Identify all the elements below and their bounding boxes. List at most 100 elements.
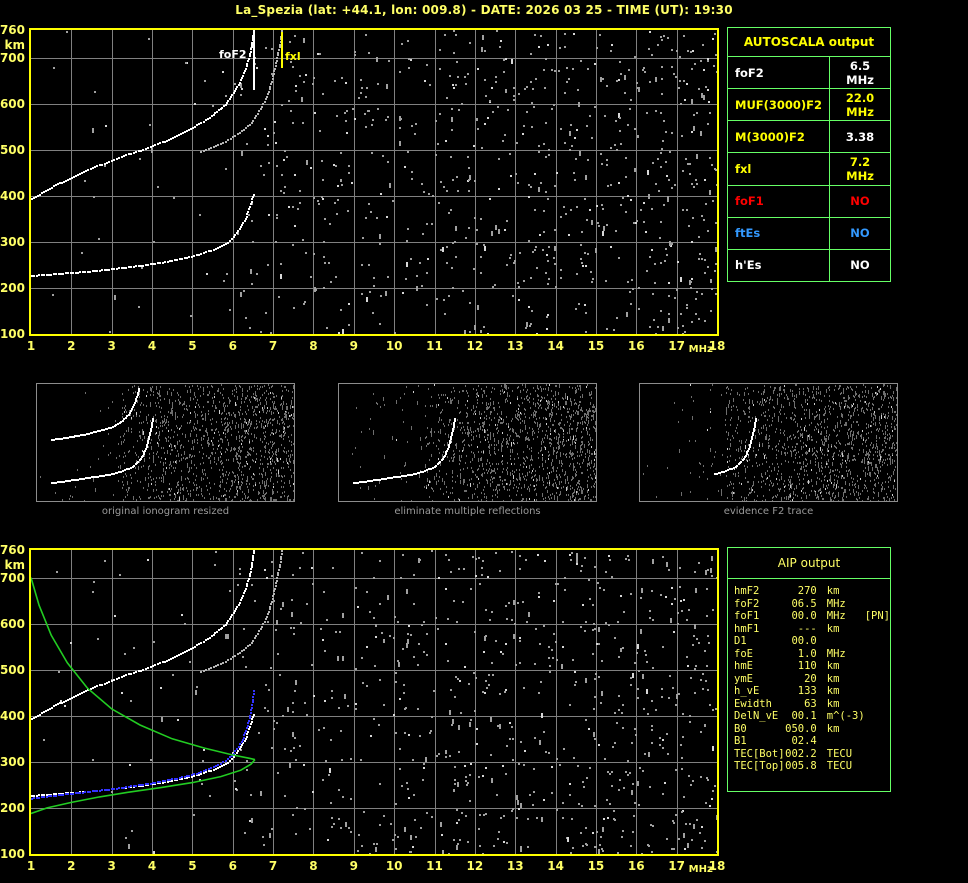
noise-speckle [130, 474, 131, 476]
noise-speckle [686, 307, 688, 309]
noise-speckle [450, 419, 451, 421]
noise-speckle [633, 222, 635, 224]
noise-speckle [484, 486, 485, 488]
noise-speckle [835, 385, 836, 387]
trace-point [198, 254, 200, 256]
noise-speckle [584, 413, 585, 417]
noise-speckle [424, 486, 425, 488]
noise-speckle [538, 399, 539, 401]
autoscala-row: h'Es NO [728, 248, 890, 281]
noise-speckle [444, 481, 445, 485]
noise-speckle [503, 486, 504, 488]
noise-speckle [513, 87, 515, 89]
noise-speckle [164, 415, 165, 417]
trace-point [106, 428, 108, 430]
noise-speckle [654, 263, 656, 265]
noise-speckle [779, 479, 780, 481]
noise-speckle [592, 478, 593, 480]
noise-speckle [268, 443, 269, 445]
noise-speckle [501, 413, 502, 415]
noise-speckle [875, 392, 876, 394]
noise-speckle [293, 490, 294, 492]
noise-speckle [529, 465, 530, 469]
noise-speckle [199, 486, 200, 488]
noise-speckle [257, 406, 258, 408]
noise-speckle [443, 299, 445, 301]
noise-speckle [680, 277, 682, 282]
noise-speckle [884, 488, 885, 490]
thumbnail-original-ionogram[interactable] [36, 383, 295, 502]
noise-speckle [264, 498, 265, 500]
noise-speckle [587, 416, 588, 418]
noise-speckle [104, 165, 106, 167]
noise-speckle [212, 453, 213, 455]
noise-speckle [492, 286, 494, 288]
noise-speckle [879, 437, 880, 439]
noise-speckle [569, 465, 570, 467]
noise-speckle [818, 424, 819, 426]
noise-speckle [142, 429, 143, 431]
noise-speckle [176, 486, 177, 488]
noise-speckle [493, 407, 494, 409]
noise-speckle [577, 411, 578, 415]
noise-speckle [519, 252, 521, 254]
noise-speckle [139, 396, 140, 398]
noise-speckle [838, 440, 839, 442]
noise-speckle [848, 398, 849, 400]
noise-speckle [283, 435, 284, 437]
noise-speckle [888, 481, 889, 483]
noise-speckle [877, 475, 878, 477]
thumbnail-evidence-f2-trace[interactable] [639, 383, 898, 502]
noise-speckle [824, 436, 825, 438]
noise-speckle [177, 441, 178, 445]
noise-speckle [872, 393, 873, 395]
noise-speckle [677, 261, 679, 263]
noise-speckle [816, 441, 817, 443]
noise-speckle [189, 454, 190, 458]
noise-speckle [893, 473, 894, 475]
noise-speckle [532, 88, 534, 90]
noise-speckle [679, 449, 680, 453]
noise-speckle [504, 134, 506, 136]
noise-speckle [200, 386, 201, 388]
x-axis-unit-label: MHz [688, 344, 713, 355]
trace-point [84, 434, 86, 436]
noise-speckle [197, 442, 198, 444]
noise-speckle [468, 444, 469, 446]
noise-speckle [323, 287, 325, 289]
noise-speckle [457, 190, 459, 192]
noise-speckle [575, 469, 576, 471]
noise-speckle [149, 453, 150, 455]
noise-speckle [854, 494, 855, 496]
noise-speckle [451, 267, 453, 269]
noise-speckle [502, 463, 503, 465]
trace-point [104, 269, 106, 271]
noise-speckle [669, 151, 671, 153]
noise-speckle [179, 401, 180, 405]
ionogram-main-canvas[interactable]: foF2 fxl [31, 30, 717, 334]
noise-speckle [529, 498, 530, 500]
noise-speckle [151, 388, 152, 392]
noise-speckle [248, 433, 249, 435]
noise-speckle [829, 491, 830, 495]
noise-speckle [560, 476, 561, 478]
noise-speckle [463, 390, 464, 392]
noise-speckle [294, 35, 296, 37]
noise-speckle [146, 417, 147, 421]
noise-speckle [556, 172, 558, 174]
noise-speckle [155, 433, 156, 435]
noise-speckle [887, 429, 888, 431]
noise-speckle [494, 284, 496, 286]
noise-speckle [352, 108, 354, 110]
noise-speckle [145, 477, 146, 479]
noise-speckle [40, 476, 41, 478]
ionogram-main-plot[interactable]: foF2 fxl [29, 28, 719, 336]
trace-point [123, 155, 125, 157]
thumbnail-eliminate-multiple-reflections[interactable] [338, 383, 597, 502]
noise-speckle [258, 491, 259, 495]
noise-speckle [887, 458, 888, 460]
noise-speckle [589, 455, 590, 457]
noise-speckle [487, 434, 488, 436]
noise-speckle [545, 272, 547, 274]
noise-speckle [404, 393, 405, 395]
